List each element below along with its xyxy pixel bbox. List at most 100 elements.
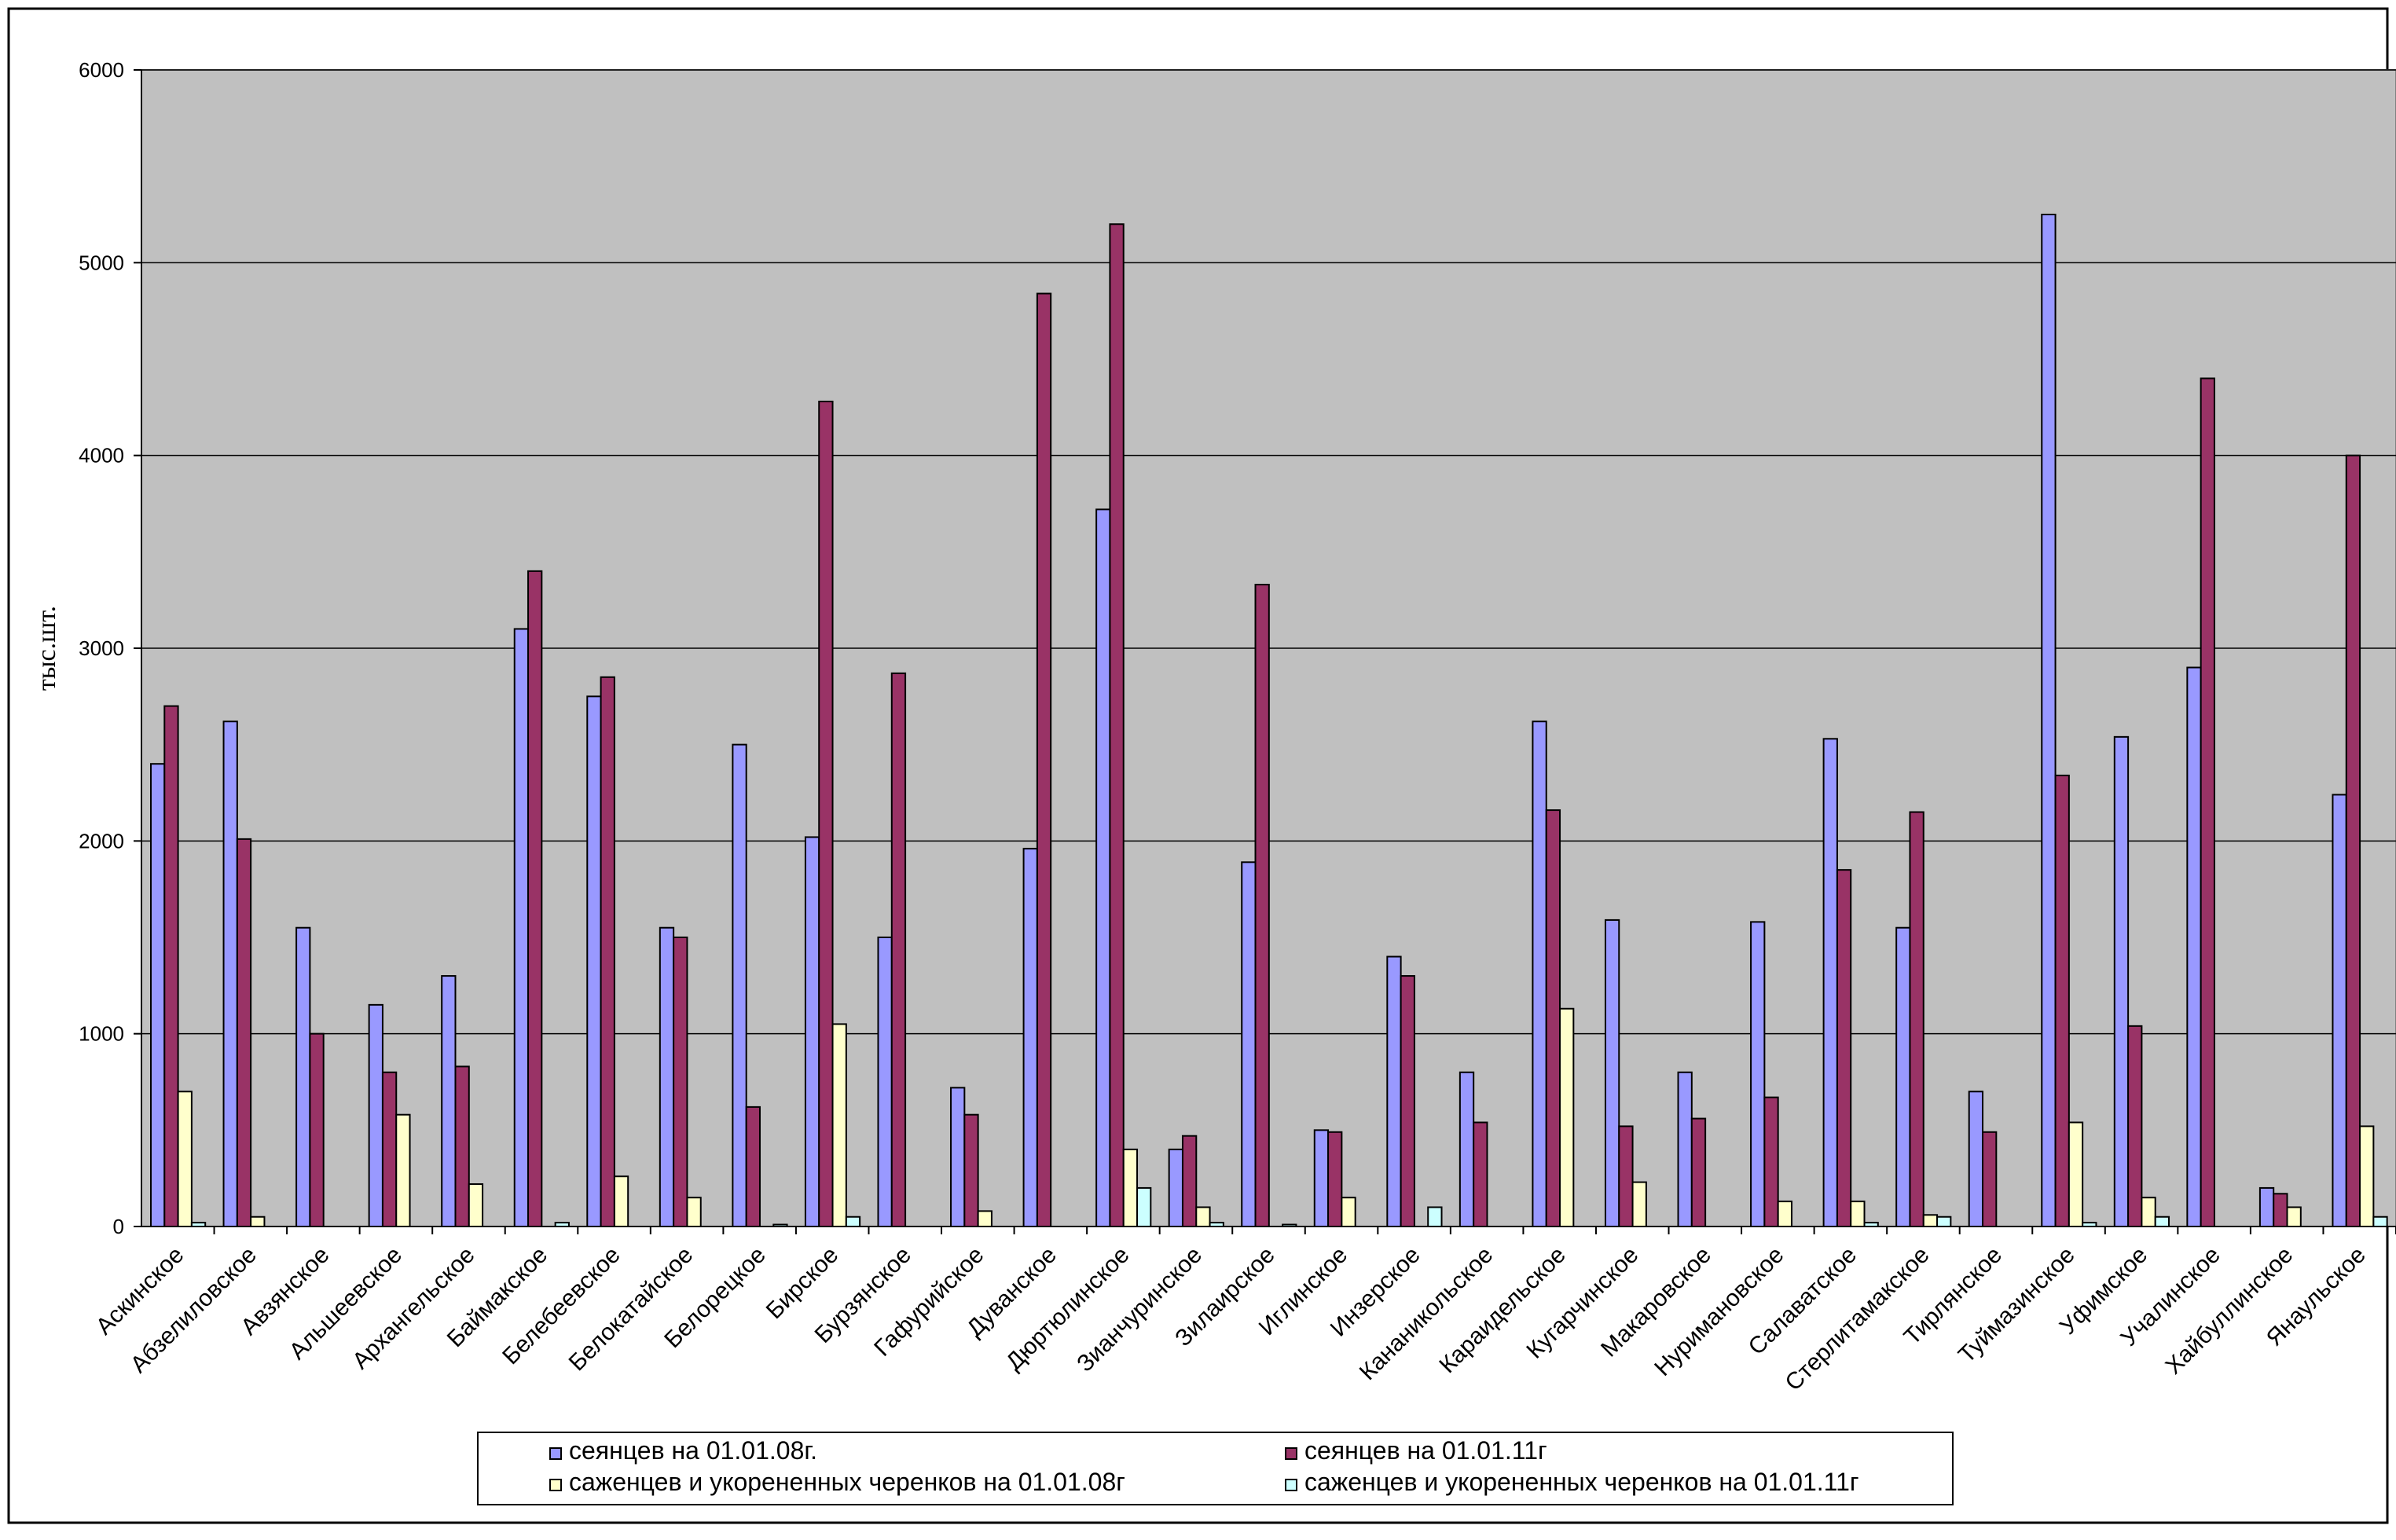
bar-9-series-0 <box>804 836 820 1227</box>
bar-14-series-2 <box>1195 1206 1211 1228</box>
bar-8-series-1 <box>745 1106 761 1227</box>
bar-5-series-0 <box>513 628 530 1227</box>
bar-1-series-1 <box>236 838 252 1227</box>
bar-27-series-0 <box>2113 735 2130 1227</box>
bar-18-series-1 <box>1473 1121 1488 1228</box>
bar-0-series-1 <box>163 705 179 1227</box>
bar-11-series-1 <box>963 1113 979 1227</box>
y-tick-label: 1000 <box>79 1022 124 1046</box>
legend-swatch <box>1285 1447 1297 1460</box>
bar-27-series-1 <box>2127 1025 2143 1228</box>
bar-28-series-1 <box>2200 377 2215 1227</box>
bar-16-series-1 <box>1327 1131 1343 1227</box>
legend-swatch <box>549 1447 562 1460</box>
bar-12-series-1 <box>1036 292 1052 1227</box>
bar-3-series-1 <box>381 1071 398 1227</box>
bar-13-series-0 <box>1095 508 1111 1227</box>
bars <box>150 214 2388 1228</box>
legend-label: саженцев и укорененных черенков на 01.01… <box>569 1468 1125 1496</box>
bar-7-series-1 <box>673 937 688 1227</box>
bar-24-series-0 <box>1895 926 1911 1227</box>
bar-16-series-2 <box>1341 1197 1356 1227</box>
bar-29-series-0 <box>2258 1186 2275 1228</box>
bar-25-series-1 <box>1982 1131 1998 1227</box>
bar-6-series-0 <box>586 695 602 1227</box>
bar-30-series-1 <box>2345 454 2361 1227</box>
legend-label: саженцев и укорененных черенков на 01.01… <box>1304 1468 1859 1496</box>
legend-box <box>477 1432 1954 1505</box>
bar-9-series-1 <box>818 400 834 1227</box>
y-tick-label: 2000 <box>79 829 124 852</box>
bar-18-series-0 <box>1459 1071 1475 1227</box>
bar-6-series-1 <box>600 676 615 1227</box>
bar-24-series-2 <box>1922 1214 1939 1228</box>
bar-9-series-3 <box>845 1216 861 1227</box>
legend-label: сеянцев на 01.01.11г <box>1304 1436 1547 1465</box>
bar-20-series-1 <box>1618 1125 1634 1227</box>
legend: сеянцев на 01.01.08г. сеянцев на 01.01.11… <box>477 1432 1954 1505</box>
bar-23-series-2 <box>1850 1201 1866 1228</box>
bar-22-series-1 <box>1763 1096 1779 1228</box>
legend-swatch <box>1285 1479 1297 1491</box>
bar-11-series-0 <box>950 1087 966 1227</box>
bar-8-series-0 <box>732 743 747 1227</box>
y-tick-label: 5000 <box>79 251 124 274</box>
bar-19-series-2 <box>1559 1007 1575 1227</box>
bar-21-series-0 <box>1677 1071 1693 1227</box>
bar-15-series-1 <box>1254 584 1270 1227</box>
bar-10-series-1 <box>890 672 907 1227</box>
bar-24-series-3 <box>1936 1216 1952 1227</box>
bar-13-series-1 <box>1109 223 1125 1227</box>
bar-26-series-0 <box>2041 214 2057 1227</box>
y-tick-label: 3000 <box>79 636 124 660</box>
bar-16-series-0 <box>1313 1129 1330 1228</box>
bar-4-series-1 <box>454 1065 470 1227</box>
bar-28-series-0 <box>2186 666 2202 1227</box>
bar-3-series-2 <box>395 1113 411 1227</box>
bar-6-series-2 <box>613 1175 629 1228</box>
bar-13-series-3 <box>1136 1186 1152 1228</box>
bar-1-series-2 <box>250 1216 266 1227</box>
bar-0-series-2 <box>177 1091 193 1228</box>
bar-14-series-0 <box>1168 1148 1183 1228</box>
bar-21-series-1 <box>1690 1117 1707 1227</box>
bar-7-series-0 <box>659 926 675 1227</box>
bar-19-series-0 <box>1532 720 1547 1227</box>
bar-24-series-1 <box>1909 811 1925 1227</box>
bar-27-series-2 <box>2141 1197 2156 1227</box>
bar-4-series-0 <box>441 975 457 1227</box>
bar-0-series-0 <box>150 763 166 1227</box>
bar-14-series-1 <box>1181 1135 1198 1228</box>
legend-label: сеянцев на 01.01.08г. <box>569 1436 817 1465</box>
bar-17-series-3 <box>1427 1206 1443 1228</box>
bar-26-series-2 <box>2068 1121 2084 1228</box>
legend-swatch <box>549 1479 562 1491</box>
bar-11-series-2 <box>977 1210 993 1227</box>
bar-20-series-0 <box>1604 918 1620 1228</box>
bar-4-series-2 <box>468 1183 484 1227</box>
bar-29-series-2 <box>2286 1206 2302 1228</box>
bar-19-series-1 <box>1545 809 1561 1227</box>
bar-20-series-2 <box>1631 1181 1647 1228</box>
bar-3-series-0 <box>368 1003 383 1228</box>
bar-2-series-0 <box>295 926 311 1227</box>
bar-22-series-0 <box>1750 921 1766 1227</box>
bar-30-series-0 <box>2332 794 2347 1227</box>
y-axis-title: тыс.шт. <box>32 606 61 691</box>
bar-2-series-1 <box>309 1032 325 1227</box>
bar-10-series-0 <box>877 937 893 1227</box>
bar-17-series-0 <box>1386 955 1402 1227</box>
bar-15-series-0 <box>1241 861 1257 1227</box>
bar-22-series-2 <box>1777 1201 1792 1228</box>
bar-13-series-2 <box>1122 1148 1139 1228</box>
bar-1-series-0 <box>222 720 238 1227</box>
bar-9-series-2 <box>831 1023 847 1228</box>
bar-25-series-0 <box>1968 1091 1984 1228</box>
bar-27-series-3 <box>2154 1216 2170 1227</box>
y-tick-label: 6000 <box>79 58 124 82</box>
bar-29-series-1 <box>2273 1193 2288 1227</box>
bar-30-series-3 <box>2372 1216 2388 1227</box>
bar-7-series-2 <box>686 1197 702 1227</box>
